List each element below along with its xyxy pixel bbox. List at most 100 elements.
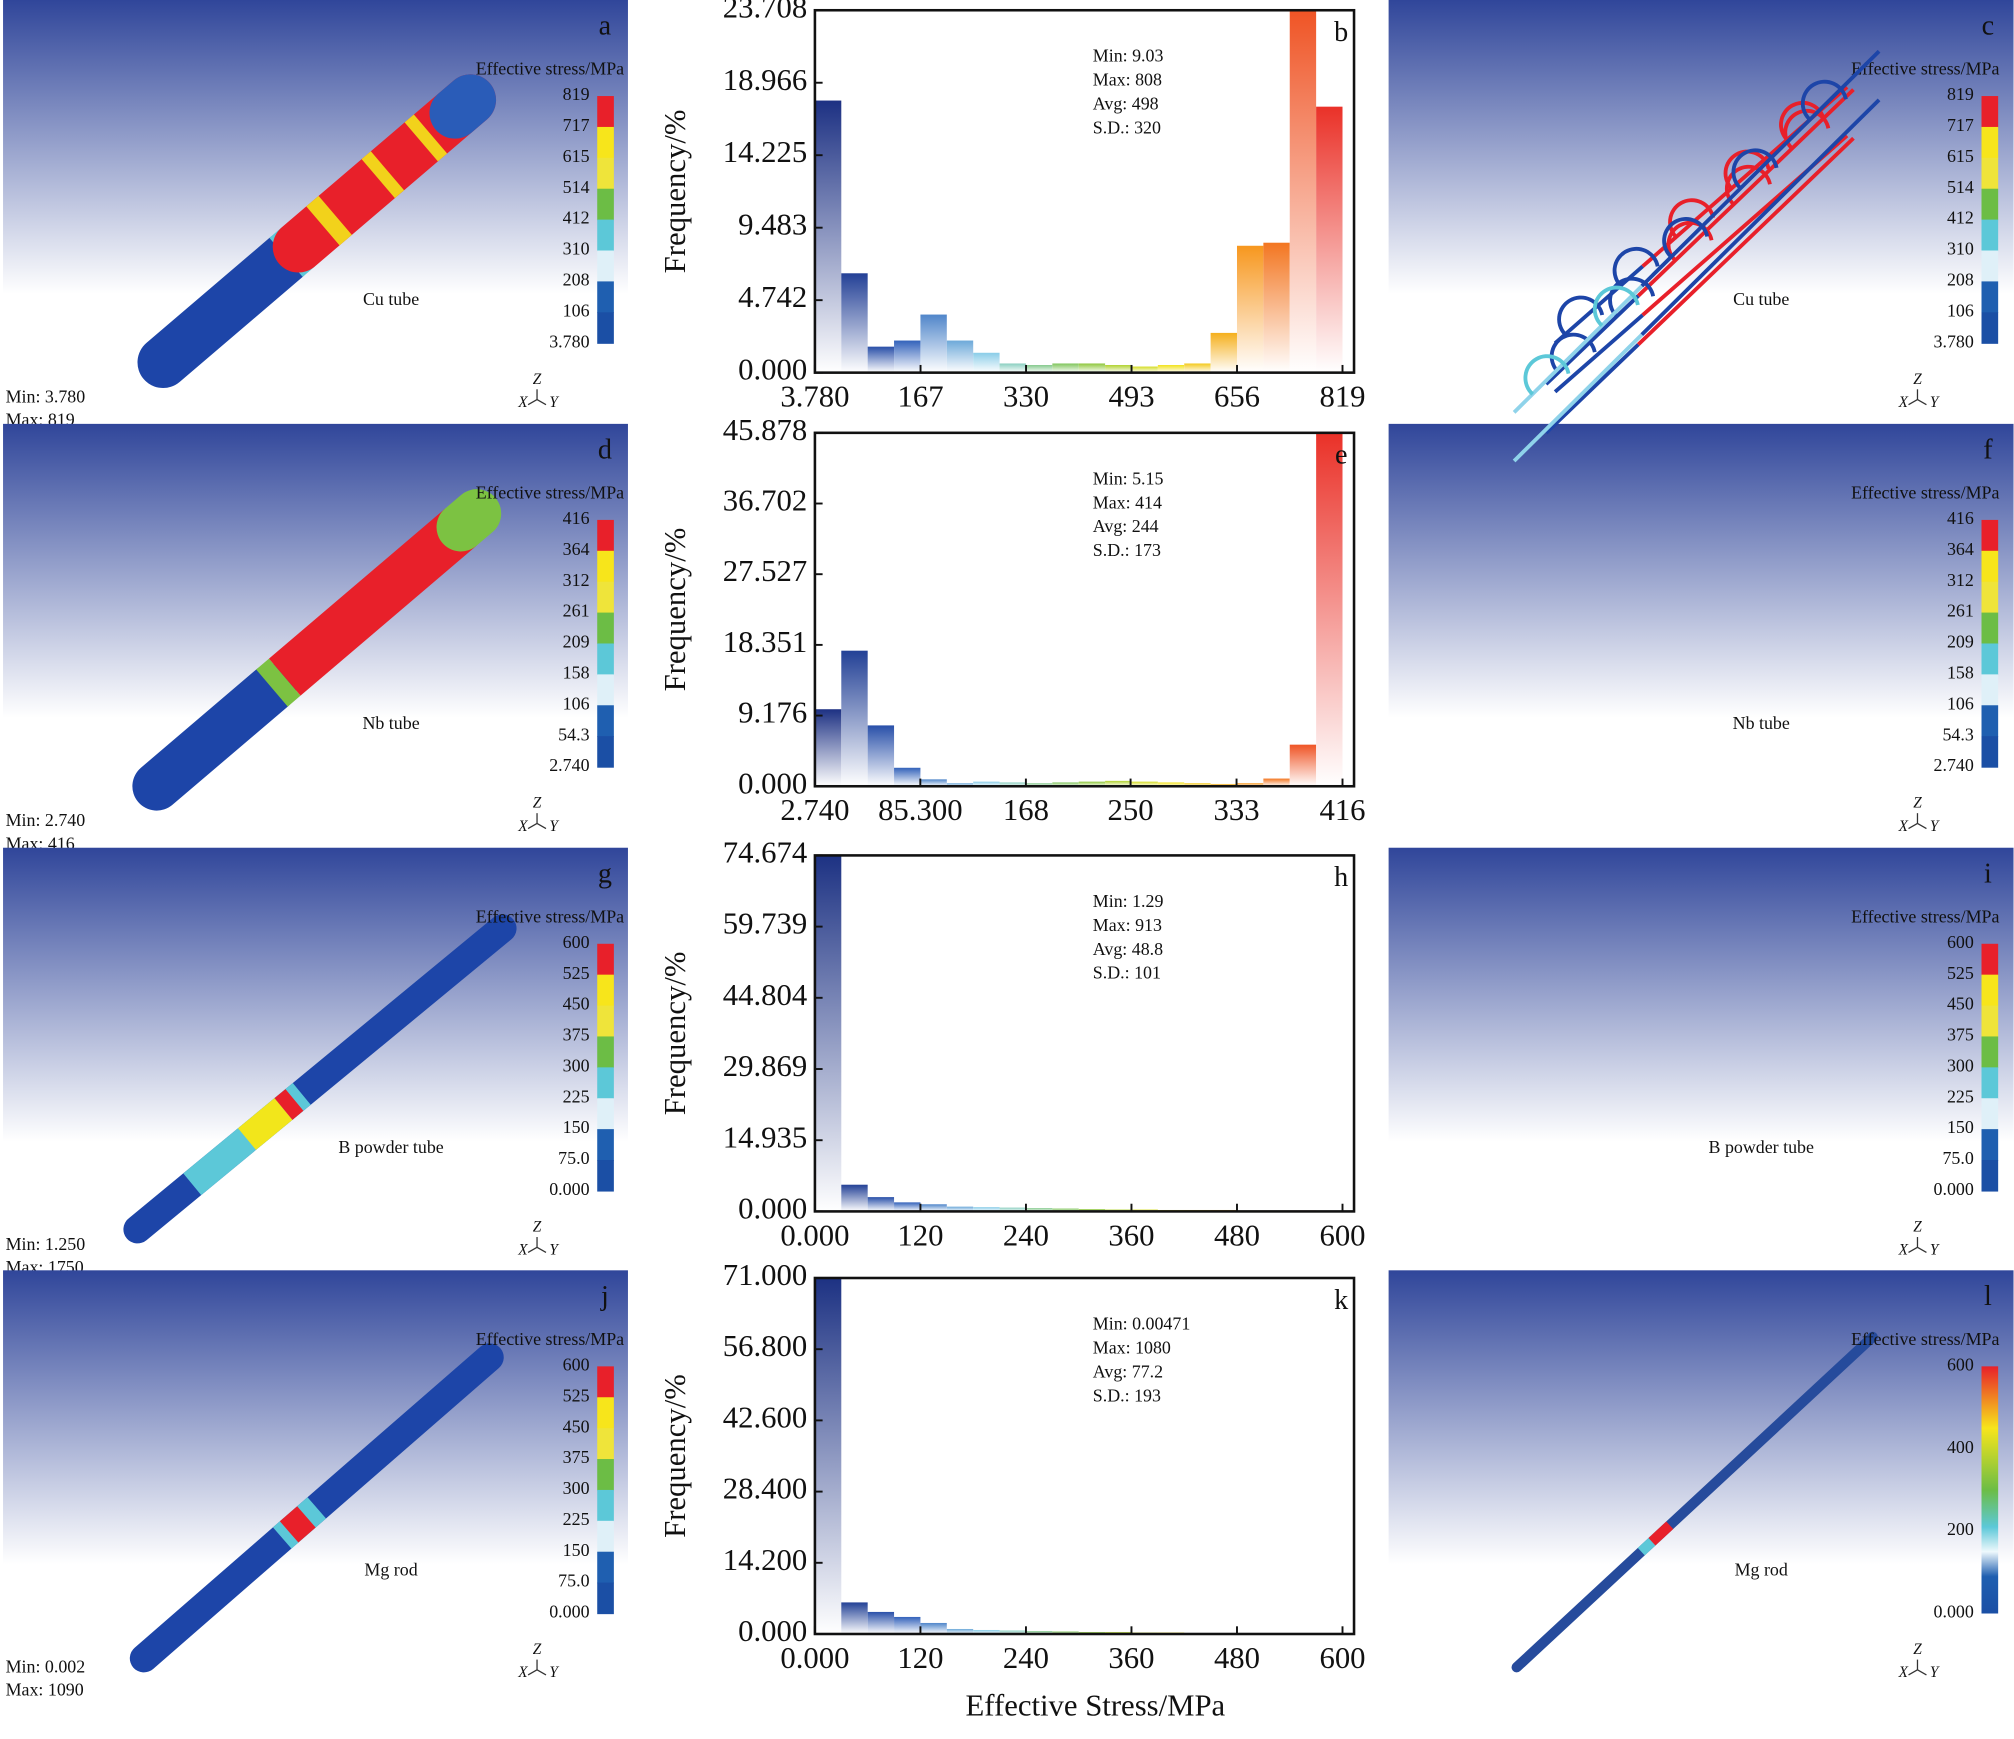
- colorbar-segment: [1981, 674, 1999, 706]
- colorbar-label: 310: [563, 239, 590, 259]
- colorbar-label: 158: [1947, 662, 1974, 682]
- wire: [1512, 284, 1644, 414]
- colorbar-segment: [597, 612, 614, 645]
- panel-background: [1388, 1270, 2014, 1691]
- histogram-bar: [973, 352, 1000, 373]
- colorbar-segment: [597, 281, 614, 313]
- colorbar-label: 158: [563, 662, 590, 682]
- plot-area: [814, 432, 1355, 787]
- panel-background: [1388, 847, 2014, 1268]
- triad-axis: [527, 1246, 538, 1253]
- histogram-bar: [1025, 1630, 1053, 1634]
- min-text: Min: 2.740: [6, 810, 86, 830]
- x-tick-label: 85.300: [878, 793, 962, 827]
- colorbar-label: 225: [563, 1509, 590, 1529]
- tube-label: B powder tube: [338, 1137, 443, 1157]
- x-tick-label: 480: [1214, 1218, 1260, 1252]
- histogram-bar: [1316, 106, 1343, 373]
- colorbar-segment: [597, 1366, 614, 1398]
- stats-text: Max: 913: [1093, 915, 1162, 935]
- triad-label: Z: [533, 1641, 542, 1658]
- wire: [1512, 333, 1644, 463]
- tube-label: Nb tube: [362, 713, 419, 733]
- colorbar-segment: [1981, 1129, 1999, 1161]
- x-tick-label: 600: [1319, 1641, 1365, 1675]
- histogram-bar: [1052, 1208, 1079, 1212]
- x-tick-label: 0.000: [780, 1218, 849, 1252]
- plot-frame: [813, 431, 1356, 788]
- colorbar-label: 600: [563, 932, 590, 952]
- histogram-bar: [867, 1611, 895, 1634]
- stats-text: Avg: 244: [1093, 516, 1159, 536]
- colorbar: [1981, 1366, 1999, 1614]
- triad-axis: [1917, 1246, 1927, 1253]
- histogram-bar: [1236, 783, 1264, 787]
- histogram-bar: [1184, 783, 1211, 787]
- triad-axis: [527, 822, 538, 830]
- colorbar-segment: [597, 1160, 614, 1192]
- stats-text: S.D.: 320: [1093, 118, 1161, 138]
- colorbar-segment: [597, 1005, 614, 1038]
- histogram-bar: [841, 1602, 868, 1634]
- colorbar-segment: [597, 674, 614, 706]
- triad-axis: [527, 1669, 538, 1676]
- tube-label: B powder tube: [1709, 1137, 1814, 1157]
- x-tick-label: 240: [1003, 1641, 1049, 1675]
- min-text: Min: 0.002: [6, 1657, 86, 1677]
- histogram-bar: [814, 855, 842, 1212]
- colorbar-label: 75.0: [558, 1571, 589, 1591]
- colorbar-segment: [597, 974, 614, 1007]
- colorbar-label: 0.000: [1934, 1602, 1974, 1622]
- histogram-bar: [1263, 778, 1290, 787]
- colorbar-segment: [597, 1551, 614, 1584]
- triad-label: X: [1898, 394, 1909, 411]
- x-axis-label: Effective Stress/MPa: [966, 1688, 1226, 1722]
- colorbar-segment: [1981, 943, 1999, 976]
- colorbar-segment: [1981, 96, 1999, 128]
- triad-label: Y: [549, 818, 559, 835]
- colorbar-label: 208: [1947, 270, 1974, 290]
- tube: [279, 1506, 316, 1543]
- stats-text: Avg: 498: [1093, 94, 1159, 114]
- wire-loop: [1724, 164, 1772, 207]
- stats-text: Avg: 77.2: [1093, 1361, 1163, 1381]
- y-tick-label: 0.000: [738, 766, 807, 800]
- colorbar-segment: [597, 1582, 614, 1615]
- colorbar-segment: [597, 188, 614, 221]
- legend-title: Effective stress/MPa: [476, 482, 624, 502]
- x-tick-label: 493: [1108, 380, 1154, 414]
- legend-title: Effective stress/MPa: [476, 59, 624, 79]
- colorbar-segment: [597, 1520, 614, 1553]
- triad-label: Y: [1930, 1242, 1940, 1259]
- colorbar-segment: [1981, 581, 1999, 614]
- wire: [1544, 294, 1640, 386]
- x-tick-label: 240: [1003, 1218, 1049, 1252]
- colorbar-label: 150: [1947, 1117, 1974, 1137]
- triad-label: Y: [549, 394, 559, 411]
- wire-loop: [1557, 295, 1605, 337]
- histogram-bar: [1316, 433, 1343, 787]
- histogram-bar: [1105, 364, 1132, 373]
- wire-loop: [1612, 246, 1660, 289]
- y-tick-label: 29.869: [723, 1049, 807, 1083]
- colorbar-label: 208: [563, 270, 590, 290]
- histogram-bar: [946, 1206, 974, 1212]
- colorbar-label: 3.780: [1934, 331, 1974, 351]
- wire-loop: [1549, 332, 1597, 375]
- tube: [268, 508, 477, 696]
- panel-letter: j: [600, 1281, 609, 1312]
- x-tick-label: 168: [1003, 793, 1049, 827]
- histogram-bar: [814, 100, 842, 373]
- plot-area: [814, 1277, 1355, 1634]
- triad-axis: [536, 822, 547, 830]
- tube: [137, 231, 312, 389]
- histogram-bar: [841, 650, 868, 787]
- triad-axis: [536, 1246, 547, 1253]
- y-tick-label: 74.674: [723, 835, 807, 869]
- colorbar-label: 514: [1947, 177, 1974, 197]
- histogram-bar: [1131, 781, 1158, 787]
- stats-text: Min: 0.00471: [1093, 1313, 1191, 1333]
- colorbar-label: 525: [563, 1385, 590, 1405]
- y-tick-label: 9.483: [738, 208, 807, 242]
- panel-letter: l: [1984, 1281, 1992, 1312]
